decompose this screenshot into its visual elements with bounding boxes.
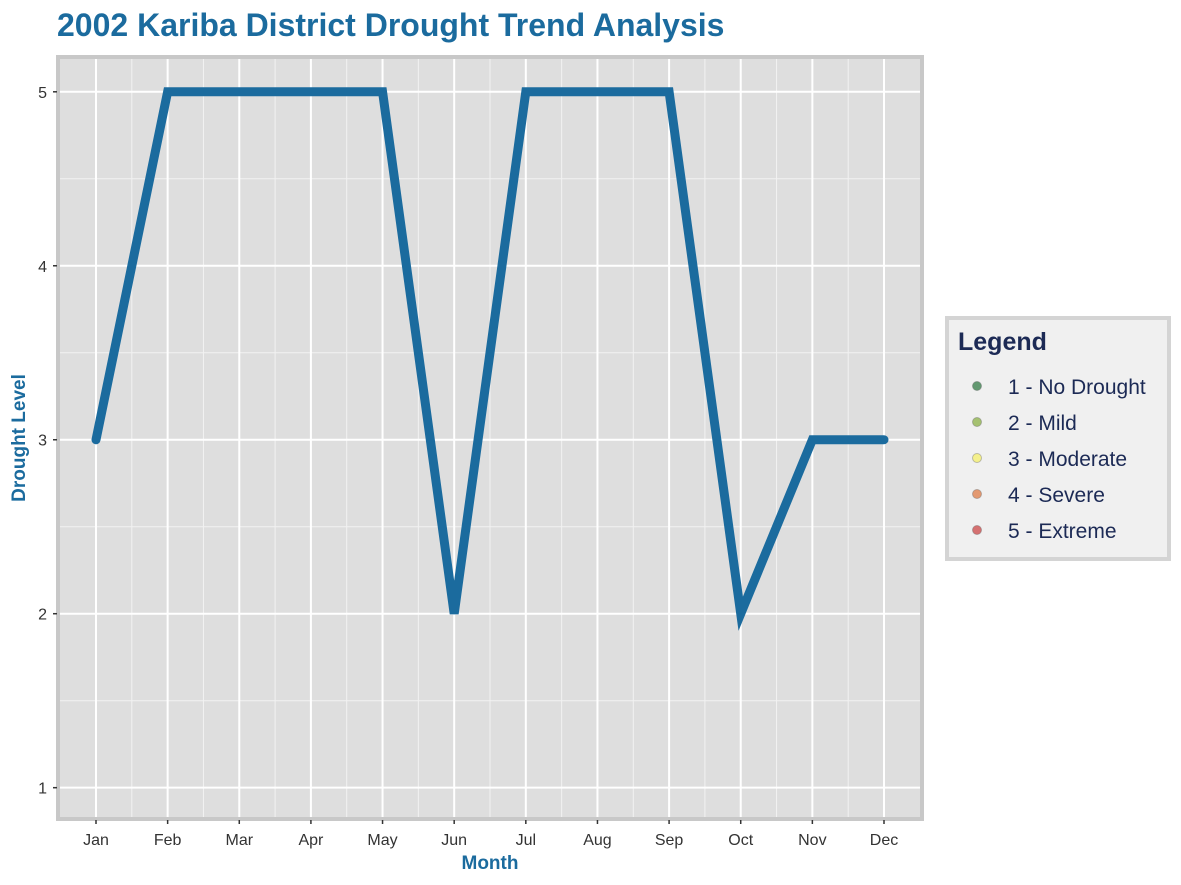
plot-panel-border bbox=[56, 55, 924, 821]
legend-item-label: 3 - Moderate bbox=[1008, 448, 1127, 471]
legend-key-dot bbox=[972, 453, 982, 463]
x-tick-label: Nov bbox=[798, 832, 826, 849]
drought-level-line bbox=[91, 87, 889, 631]
legend-item-label: 4 - Severe bbox=[1008, 484, 1105, 507]
x-tick-label: Feb bbox=[154, 832, 182, 849]
y-axis-title: Drought Level bbox=[9, 374, 30, 502]
x-tick-label: Oct bbox=[728, 832, 753, 849]
y-tick-label: 1 bbox=[38, 781, 47, 798]
x-tick-label: May bbox=[367, 832, 397, 849]
legend: Legend 1 - No Drought 2 - Mild 3 - Moderat… bbox=[945, 316, 1171, 561]
legend-item-label: 2 - Mild bbox=[1008, 412, 1077, 435]
legend-title: Legend bbox=[958, 328, 1047, 356]
x-tick-label: Aug bbox=[583, 832, 611, 849]
x-axis: Jan Feb Mar Apr May Jun Jul Aug Sep Oct Nov Dec bbox=[83, 820, 898, 849]
y-tick-label: 2 bbox=[38, 607, 47, 624]
x-tick-label: Mar bbox=[225, 832, 253, 849]
legend-key-dot bbox=[972, 417, 982, 427]
legend-key-dot bbox=[972, 525, 982, 535]
legend-item-label: 5 - Extreme bbox=[1008, 520, 1117, 543]
x-tick-label: Sep bbox=[655, 832, 684, 849]
y-tick-label: 3 bbox=[38, 433, 47, 450]
x-tick-label: Jul bbox=[516, 832, 536, 849]
y-axis: 1 2 3 4 5 bbox=[38, 85, 57, 798]
x-tick-label: Jan bbox=[83, 832, 109, 849]
chart-title: 2002 Kariba District Drought Trend Analy… bbox=[57, 7, 724, 43]
x-axis-title: Month bbox=[462, 853, 519, 874]
y-tick-label: 4 bbox=[38, 259, 47, 276]
legend-key-dot bbox=[972, 489, 982, 499]
y-tick-label: 5 bbox=[38, 85, 47, 102]
legend-box bbox=[945, 316, 1171, 561]
legend-item-label: 1 - No Drought bbox=[1008, 376, 1146, 399]
legend-items: 1 - No Drought 2 - Mild 3 - Moderate 4 - Se… bbox=[972, 376, 1146, 543]
series-layer bbox=[91, 87, 889, 631]
legend-key-dot bbox=[972, 381, 982, 391]
x-tick-label: Jun bbox=[441, 832, 467, 849]
x-tick-label: Apr bbox=[298, 832, 324, 849]
x-tick-label: Dec bbox=[870, 832, 898, 849]
